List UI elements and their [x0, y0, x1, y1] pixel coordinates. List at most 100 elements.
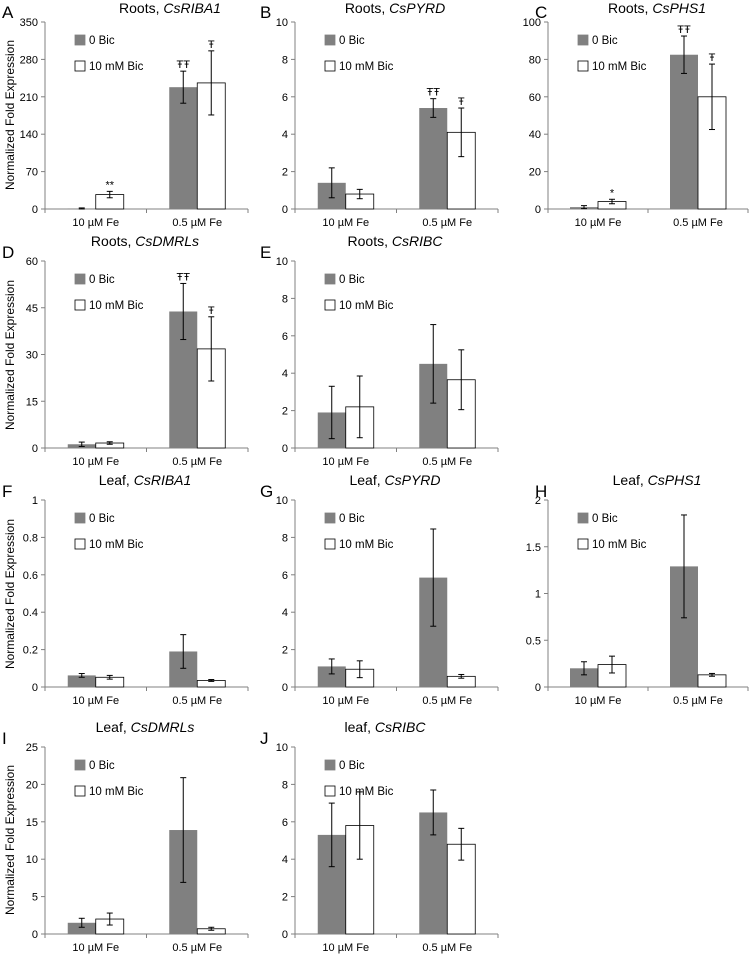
panel-j-ytick-label-1: 2	[282, 892, 288, 904]
panel-j-category-label-0: 10 µM Fe	[322, 942, 369, 954]
panel-c-category-label-1: 0.5 µM Fe	[673, 217, 723, 229]
panel-i-title-prefix: Leaf,	[96, 719, 131, 735]
panel-i-category-label-1: 0.5 µM Fe	[172, 942, 222, 954]
panel-a-title: Roots, CsRIBA1	[119, 0, 221, 16]
panel-d-annotation-1: Ŧ	[208, 305, 215, 317]
panel-i-title: Leaf, CsDMRLs	[96, 719, 195, 735]
panel-d-title-gene: CsDMRLs	[135, 233, 199, 249]
panel-i-ytick-label-3: 15	[26, 817, 38, 829]
panel-b-category-label-1: 0.5 µM Fe	[422, 217, 472, 229]
panel-g-title-prefix: Leaf,	[349, 472, 384, 488]
panel-a-legend-swatch-1	[74, 60, 86, 72]
panel-i-ytick-label-4: 20	[26, 779, 38, 791]
panel-g-legend-swatch-1	[324, 538, 336, 550]
panel-j-ytick-label-2: 4	[282, 854, 288, 866]
panel-g-letter: G	[260, 482, 273, 501]
panel-d-legend-label-1: 10 mM Bic	[89, 300, 144, 312]
panel-c-ytick-label-4: 80	[529, 54, 541, 66]
panel-e-legend-swatch-0	[324, 273, 336, 285]
panel-a-ytick-label-1: 70	[26, 167, 38, 179]
panel-e-title-prefix: Roots,	[348, 233, 392, 249]
panel-j-legend-label-0: 0 Bic	[339, 760, 365, 772]
panel-i-legend-swatch-1	[74, 785, 86, 797]
panel-b-legend-label-0: 0 Bic	[339, 35, 365, 47]
panel-c-ytick-label-2: 40	[529, 129, 541, 141]
panel-f-ytick-label-3: 0.6	[23, 570, 38, 582]
panel-h-title-gene: CsPHS1	[648, 472, 702, 488]
panel-c-title: Roots, CsPHS1	[608, 0, 706, 16]
panel-h-letter: H	[535, 482, 547, 501]
panel-b-ytick-label-1: 2	[282, 167, 288, 179]
panel-c-legend-label-0: 0 Bic	[592, 35, 618, 47]
panel-a-ytick-label-4: 280	[20, 54, 38, 66]
panel-c-legend-swatch-1	[577, 60, 589, 72]
panel-h-ytick-label-1: 0.5	[526, 635, 541, 647]
panel-f-category-label-0: 10 µM Fe	[72, 695, 119, 707]
panel-f-ytick-label-5: 1	[32, 495, 38, 507]
panel-h-ytick-label-2: 1	[535, 589, 541, 601]
panel-h-ytick-label-4: 2	[535, 495, 541, 507]
panel-i-ytick-label-5: 25	[26, 742, 38, 754]
panel-g-title: Leaf, CsPYRD	[349, 472, 440, 488]
panel-f-title-gene: CsRIBA1	[134, 472, 192, 488]
panel-f-legend-label-0: 0 Bic	[89, 513, 115, 525]
panel-b-title: Roots, CsPYRD	[345, 0, 445, 16]
panel-j-title-prefix: leaf,	[345, 719, 375, 735]
panel-h-legend-swatch-0	[577, 512, 589, 524]
panel-b-bar-s1-c1	[446, 131, 476, 210]
panel-j-ytick-label-4: 8	[282, 779, 288, 791]
panel-a-annotation-0: **	[105, 179, 114, 191]
panel-i-letter: I	[2, 729, 7, 748]
panel-c-bar-s0-c1	[670, 54, 698, 209]
panel-c-title-gene: CsPHS1	[652, 0, 706, 16]
panel-c-ytick-label-0: 0	[535, 204, 541, 216]
panel-d-letter: D	[2, 243, 14, 262]
panel-i-category-label-0: 10 µM Fe	[72, 942, 119, 954]
panel-e-legend-label-0: 0 Bic	[339, 274, 365, 286]
panel-h-category-label-1: 0.5 µM Fe	[673, 695, 723, 707]
panel-f-title: Leaf, CsRIBA1	[99, 472, 192, 488]
panel-e-letter: E	[260, 243, 271, 262]
panel-j-legend-label-1: 10 mM Bic	[339, 786, 394, 798]
panel-j-letter: J	[260, 729, 269, 748]
panel-c-annotation-1: ŦŦ	[677, 24, 691, 36]
panel-e-ytick-label-3: 6	[282, 331, 288, 343]
panel-j-legend-swatch-0	[324, 759, 336, 771]
panel-e-ytick-label-5: 10	[276, 256, 288, 268]
panel-d-legend-swatch-0	[74, 273, 86, 285]
panel-b-ytick-label-2: 4	[282, 129, 288, 141]
panel-j-ytick-label-5: 10	[276, 742, 288, 754]
panel-i-legend-swatch-0	[74, 759, 86, 771]
panel-d-title-prefix: Roots,	[91, 233, 135, 249]
panel-b-title-prefix: Roots,	[345, 0, 389, 16]
panel-i-title-gene: CsDMRLs	[131, 719, 195, 735]
panel-a-ytick-label-5: 350	[20, 17, 38, 29]
panel-a-ytick-label-2: 140	[20, 129, 38, 141]
panel-a-title-gene: CsRIBA1	[163, 0, 221, 16]
panel-e-category-label-0: 10 µM Fe	[322, 456, 369, 468]
panel-g-ytick-label-4: 8	[282, 532, 288, 544]
panel-b-letter: B	[260, 3, 271, 22]
panel-b-ytick-label-5: 10	[276, 17, 288, 29]
panel-b-legend-label-1: 10 mM Bic	[339, 61, 394, 73]
panel-b-ytick-label-4: 8	[282, 54, 288, 66]
panel-i-ytick-label-2: 10	[26, 854, 38, 866]
panel-c-ytick-label-5: 100	[523, 17, 541, 29]
panel-a-y-axis-title: Normalized Fold Expression	[3, 40, 17, 190]
panel-e-category-label-1: 0.5 µM Fe	[422, 456, 472, 468]
panel-a-bar-s0-c1	[169, 87, 198, 209]
panel-g-ytick-label-3: 6	[282, 570, 288, 582]
panel-a-legend-label-1: 10 mM Bic	[89, 61, 144, 73]
panel-e-legend-swatch-1	[324, 299, 336, 311]
panel-e-ytick-label-2: 4	[282, 368, 288, 380]
panel-i-y-axis-title: Normalized Fold Expression	[3, 765, 17, 915]
panel-e-ytick-label-4: 8	[282, 293, 288, 305]
panel-a-legend-label-0: 0 Bic	[89, 35, 115, 47]
panel-a-letter: A	[2, 3, 14, 22]
panel-f-legend-swatch-0	[74, 512, 86, 524]
panel-b-legend-swatch-1	[324, 60, 336, 72]
panel-b-annotation-1: Ŧ	[458, 96, 465, 108]
panel-h-ytick-label-0: 0	[535, 682, 541, 694]
panel-j-legend-swatch-1	[324, 785, 336, 797]
